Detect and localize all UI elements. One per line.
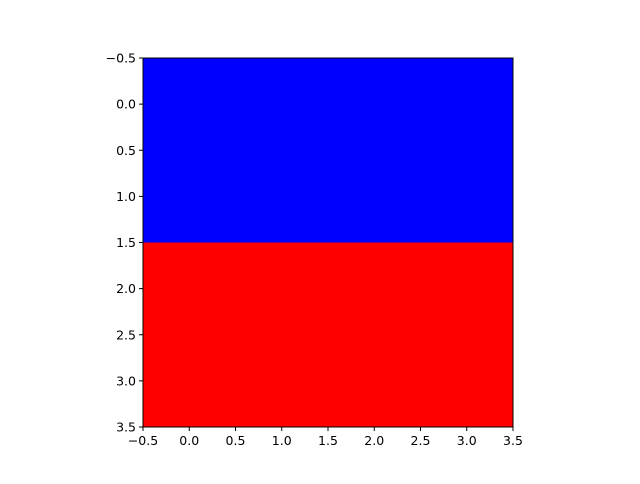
x-tick-label: 2.0 [364, 433, 384, 448]
x-tick-label: 0.0 [179, 433, 199, 448]
x-tick-label: 1.0 [272, 433, 292, 448]
heatmap-cell [328, 242, 421, 336]
heatmap-cell [328, 58, 421, 151]
y-axis-ticks: −0.5 0.0 0.5 1.0 1.5 2.0 2.5 3.0 3.5 [106, 51, 143, 435]
y-tick-label: −0.5 [106, 51, 136, 66]
x-tick-label: 3.0 [457, 433, 477, 448]
x-tick-label: 1.5 [318, 433, 338, 448]
heatmap-cell [420, 334, 514, 428]
heatmap-cell [235, 334, 329, 428]
y-tick-label: 3.5 [116, 420, 136, 435]
heatmap-cell [143, 58, 236, 151]
heatmap-cell [420, 150, 514, 243]
x-tick-label: −0.5 [128, 433, 158, 448]
y-tick-label: 2.0 [116, 281, 136, 296]
x-tick-label: 2.5 [411, 433, 431, 448]
heatmap-cell [328, 150, 421, 243]
y-tick-label: 0.0 [116, 97, 136, 112]
heatmap-cell [235, 58, 329, 151]
x-tick-label: 3.5 [503, 433, 523, 448]
heatmap-cell [328, 334, 421, 428]
heatmap-cell [235, 242, 329, 336]
heatmap-cell [143, 150, 236, 243]
heatmap-cell [235, 150, 329, 243]
heatmap-cell [420, 58, 514, 151]
y-tick-label: 3.0 [116, 373, 136, 388]
x-axis-ticks: −0.5 0.0 0.5 1.0 1.5 2.0 2.5 3.0 3.5 [128, 427, 523, 448]
heatmap-cells [143, 58, 514, 428]
heatmap-cell [420, 242, 514, 336]
y-tick-label: 1.0 [116, 189, 136, 204]
y-tick-label: 1.5 [116, 235, 136, 250]
x-tick-label: 0.5 [226, 433, 246, 448]
heatmap-cell [143, 242, 236, 336]
y-tick-label: 2.5 [116, 327, 136, 342]
y-tick-label: 0.5 [116, 143, 136, 158]
heatmap-cell [143, 334, 236, 428]
